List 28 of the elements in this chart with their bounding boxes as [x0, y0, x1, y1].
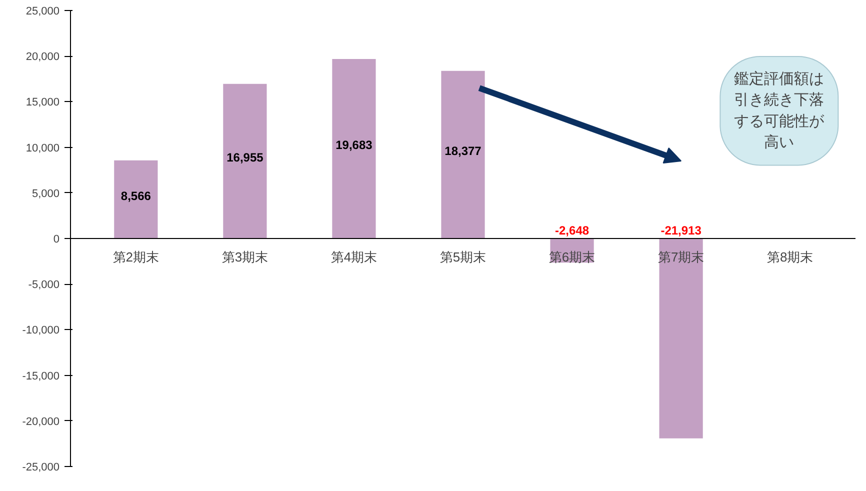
y-tick-label: 20,000 — [26, 51, 60, 64]
x-tick-label: 第4期末 — [330, 250, 378, 264]
y-tick-label: -15,000 — [22, 370, 60, 382]
y-tick-label: -10,000 — [22, 324, 60, 337]
data-label: -21,913 — [660, 224, 702, 238]
y-tick-label: 25,000 — [26, 6, 60, 18]
bar — [659, 238, 703, 438]
annotation: 鑑定評価額は引き続き下落する可能性が高い — [734, 70, 826, 152]
x-tick-label: 第3期末 — [222, 250, 268, 264]
y-tick-label: -5,000 — [28, 279, 60, 292]
x-tick-label: 第5期末 — [440, 250, 486, 264]
data-label: -2,648 — [555, 224, 590, 238]
data-label: 8,566 — [120, 188, 152, 203]
y-tick-label: 10,000 — [26, 142, 60, 154]
y-tick-label: 5,000 — [32, 188, 60, 200]
y-tick-label: -25,000 — [22, 462, 60, 474]
data-label: 19,683 — [336, 138, 373, 152]
y-tick-label: -20,000 — [22, 416, 60, 428]
bar — [441, 70, 485, 238]
x-tick-label: 第2期末 — [112, 250, 160, 264]
bar — [223, 84, 267, 238]
x-tick-label: 第8期末 — [766, 250, 814, 264]
bar — [114, 160, 158, 238]
y-tick-label: 15,000 — [26, 96, 60, 109]
data-label: 18,377 — [444, 144, 482, 158]
data-label: 16,955 — [226, 150, 264, 165]
y-tick-label: 0 — [53, 234, 60, 246]
bar — [332, 58, 376, 238]
